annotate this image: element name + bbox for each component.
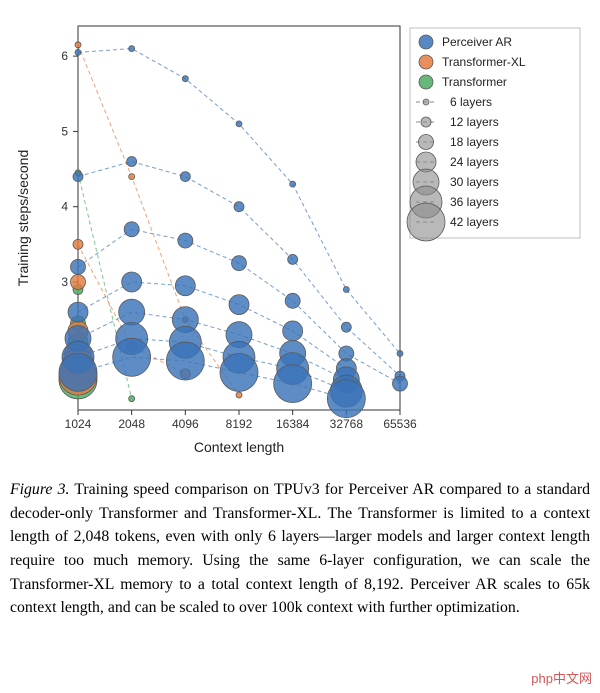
legend-size-swatch: [407, 203, 445, 241]
figure-caption: Figure 3. Training speed comparison on T…: [10, 478, 590, 620]
data-point: [68, 302, 88, 322]
x-tick-label: 4096: [172, 417, 199, 431]
data-point: [75, 49, 81, 55]
y-axis-label: Training steps/second: [15, 150, 31, 286]
data-point: [129, 396, 135, 402]
watermark-text: php中文网: [531, 668, 592, 687]
x-tick-label: 32768: [330, 417, 364, 431]
legend-layer-label: 30 layers: [450, 175, 499, 189]
data-point: [232, 256, 247, 271]
y-tick-label: 3: [61, 275, 68, 289]
caption-text: Training speed comparison on TPUv3 for P…: [10, 481, 590, 616]
data-point: [113, 338, 151, 376]
x-tick-label: 65536: [383, 417, 417, 431]
data-point: [236, 392, 242, 398]
data-point: [234, 202, 244, 212]
data-point: [73, 172, 83, 182]
chart-container: 102420484096819216384327686553623456Cont…: [10, 8, 590, 458]
data-point: [175, 276, 195, 296]
y-tick-label: 6: [61, 49, 68, 63]
x-tick-label: 1024: [65, 417, 92, 431]
data-point: [71, 275, 86, 290]
legend-model-label: Transformer: [442, 75, 507, 89]
x-tick-label: 16384: [276, 417, 310, 431]
data-point: [129, 46, 135, 52]
legend-swatch: [419, 35, 433, 49]
data-point: [180, 172, 190, 182]
x-tick-label: 2048: [118, 417, 145, 431]
data-point: [341, 322, 351, 332]
legend-swatch: [419, 55, 433, 69]
x-axis-label: Context length: [194, 439, 284, 455]
data-point: [397, 351, 403, 357]
data-point: [127, 157, 137, 167]
legend-model-label: Transformer-XL: [442, 55, 526, 69]
data-point: [122, 272, 142, 292]
legend-layer-label: 18 layers: [450, 135, 499, 149]
data-point: [220, 353, 258, 391]
legend-model-label: Perceiver AR: [442, 35, 512, 49]
figure-label: Figure 3.: [10, 481, 69, 498]
data-point: [182, 76, 188, 82]
legend-layer-label: 12 layers: [450, 115, 499, 129]
data-point: [178, 233, 193, 248]
data-point: [75, 42, 81, 48]
legend-layer-label: 24 layers: [450, 155, 499, 169]
y-tick-label: 4: [61, 200, 68, 214]
training-speed-chart: 102420484096819216384327686553623456Cont…: [10, 8, 590, 458]
data-point: [129, 174, 135, 180]
x-tick-label: 8192: [226, 417, 253, 431]
data-point: [71, 259, 86, 274]
legend-size-swatch: [419, 135, 434, 150]
data-point: [393, 376, 408, 391]
y-tick-label: 5: [61, 124, 68, 138]
legend-layer-label: 6 layers: [450, 95, 492, 109]
data-point: [290, 181, 296, 187]
data-point: [343, 287, 349, 293]
data-point: [119, 299, 145, 325]
series-line: [78, 45, 239, 395]
legend-size-swatch: [421, 117, 431, 127]
figure-wrap: 102420484096819216384327686553623456Cont…: [0, 0, 600, 620]
data-point: [283, 321, 303, 341]
data-point: [124, 222, 139, 237]
data-point: [229, 295, 249, 315]
legend-layer-label: 36 layers: [450, 195, 499, 209]
data-point: [327, 380, 365, 418]
data-point: [288, 254, 298, 264]
data-point: [285, 293, 300, 308]
legend-size-swatch: [423, 99, 429, 105]
data-point: [59, 353, 97, 391]
legend-layer-label: 42 layers: [450, 215, 499, 229]
legend-swatch: [419, 75, 433, 89]
data-point: [73, 239, 83, 249]
data-point: [166, 342, 204, 380]
data-point: [236, 121, 242, 127]
data-point: [274, 365, 312, 403]
